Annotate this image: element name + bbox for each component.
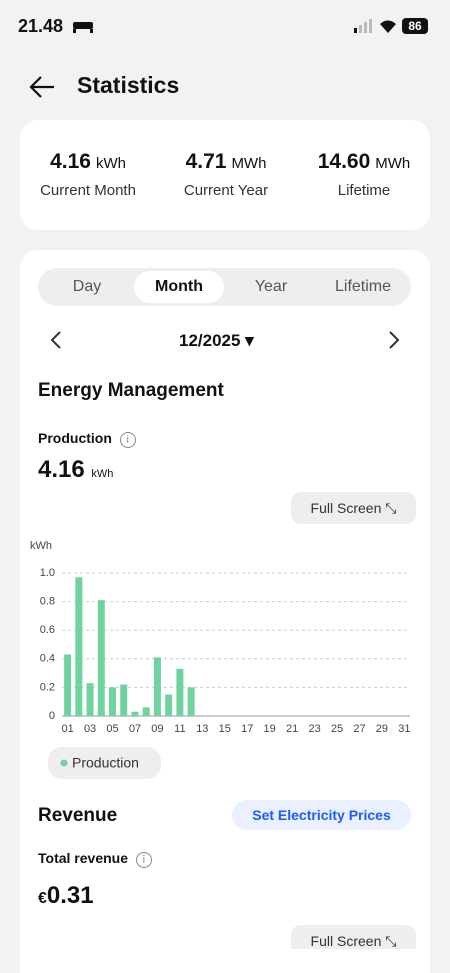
x-tick-label: 13 bbox=[196, 723, 208, 735]
y-tick-label: 0.8 bbox=[40, 596, 55, 608]
summary-label: Lifetime bbox=[337, 182, 391, 199]
y-axis-label: kWh bbox=[30, 540, 52, 552]
full-screen-button[interactable]: Full Screen ⤡ bbox=[291, 492, 416, 524]
value: 4.71 bbox=[185, 150, 227, 173]
tab[interactable]: Year bbox=[254, 278, 288, 295]
x-tick-label: 27 bbox=[353, 723, 365, 735]
revenue-title: Revenue bbox=[38, 805, 118, 826]
bar bbox=[142, 707, 150, 716]
bed-icon bbox=[73, 22, 93, 33]
tab[interactable]: Lifetime bbox=[334, 278, 392, 295]
section-title: Energy Management bbox=[38, 380, 224, 401]
bar bbox=[176, 668, 184, 716]
full-screen-button[interactable]: Full Screen ⤡ bbox=[291, 925, 416, 949]
bar bbox=[64, 654, 72, 716]
tab[interactable]: Day bbox=[72, 278, 102, 295]
unit: kWh bbox=[95, 155, 126, 172]
legend-label: Production bbox=[72, 755, 139, 771]
value: 4.16 bbox=[50, 150, 91, 173]
info-icon[interactable]: i bbox=[119, 432, 136, 448]
summary-label: Current Month bbox=[40, 182, 136, 199]
set-prices-button[interactable]: Set Electricity Prices bbox=[232, 800, 411, 830]
x-tick-label: 07 bbox=[129, 723, 141, 735]
x-tick-label: 21 bbox=[286, 723, 298, 735]
summary-label: Current Year bbox=[183, 182, 269, 199]
x-tick-label: 15 bbox=[219, 723, 231, 735]
next-period[interactable] bbox=[386, 330, 402, 350]
unit: MWh bbox=[375, 155, 411, 172]
value: 0.31 bbox=[46, 882, 94, 909]
bar bbox=[187, 687, 195, 716]
bar bbox=[109, 687, 117, 716]
y-tick-label: 0.6 bbox=[40, 624, 55, 636]
tab-bar: Day Month Year Lifetime bbox=[38, 268, 411, 306]
summary-card: 4.16 kWh Current Month 4.71 MWh Current Year 1… bbox=[20, 120, 430, 230]
summary-item: 4.71 MWh Current Year bbox=[156, 150, 296, 199]
x-tick-label: 05 bbox=[106, 723, 118, 735]
tab[interactable]: Month bbox=[134, 271, 224, 303]
x-tick-label: 11 bbox=[174, 723, 185, 735]
x-tick-label: 01 bbox=[61, 723, 73, 735]
bar bbox=[131, 711, 139, 716]
x-tick-label: 25 bbox=[331, 723, 343, 735]
bar bbox=[120, 684, 128, 716]
legend-item bbox=[48, 747, 161, 779]
summary-value: 4.16 kWh bbox=[18, 150, 158, 174]
back-button[interactable] bbox=[28, 74, 58, 100]
label: Production bbox=[38, 430, 112, 446]
info-icon[interactable]: i bbox=[135, 852, 152, 868]
summary-value: 4.71 MWh bbox=[156, 150, 296, 174]
summary-item: 14.60 MWh Lifetime bbox=[294, 150, 434, 199]
signal-wifi bbox=[354, 19, 396, 33]
production-label: Production i bbox=[38, 430, 136, 448]
x-tick-label: 03 bbox=[84, 723, 96, 735]
bar bbox=[75, 577, 83, 716]
y-tick-label: 0.2 bbox=[40, 681, 55, 693]
y-tick-label: 0 bbox=[49, 710, 55, 722]
y-tick-label: 0.4 bbox=[40, 653, 55, 665]
bar bbox=[97, 600, 105, 716]
revenue-label: Total revenue i bbox=[38, 850, 152, 868]
x-tick-label: 09 bbox=[151, 723, 163, 735]
unit: kWh bbox=[91, 468, 114, 480]
unit: MWh bbox=[231, 155, 267, 172]
label: Full Screen bbox=[310, 933, 382, 949]
label: Total revenue bbox=[38, 850, 128, 866]
revenue-value: €0.31 bbox=[38, 882, 94, 910]
value: 4.16 bbox=[38, 456, 85, 483]
page-title: Statistics bbox=[77, 72, 180, 98]
bar bbox=[86, 683, 94, 716]
production-value: 4.16 kWh bbox=[38, 456, 113, 484]
x-tick-label: 29 bbox=[376, 723, 388, 735]
period-text: 12/2025 bbox=[179, 331, 241, 350]
value: 14.60 bbox=[317, 150, 371, 173]
summary-item: 4.16 kWh Current Month bbox=[18, 150, 158, 199]
bar bbox=[165, 694, 173, 716]
y-tick-label: 1.0 bbox=[40, 567, 55, 579]
battery: 86 bbox=[402, 18, 428, 34]
x-tick-label: 17 bbox=[241, 723, 253, 735]
x-tick-label: 31 bbox=[398, 723, 410, 735]
legend-swatch bbox=[60, 759, 68, 767]
prev-period[interactable] bbox=[48, 330, 64, 350]
status-time: 21.48 bbox=[18, 16, 64, 36]
x-tick-label: 19 bbox=[264, 723, 276, 735]
bar bbox=[153, 657, 161, 716]
chart: kWh 0 0.2 0.4 0.6 0.8 1.0 01 03 05 07 09 11 13 15 17 19 2… bbox=[30, 540, 411, 779]
currency: € bbox=[38, 890, 47, 907]
summary-value: 14.60 MWh bbox=[294, 150, 434, 174]
label: Full Screen bbox=[310, 500, 382, 516]
period[interactable]: 12/2025 ▾ bbox=[179, 331, 254, 350]
x-tick-label: 23 bbox=[308, 723, 320, 735]
stats-card bbox=[20, 250, 430, 973]
